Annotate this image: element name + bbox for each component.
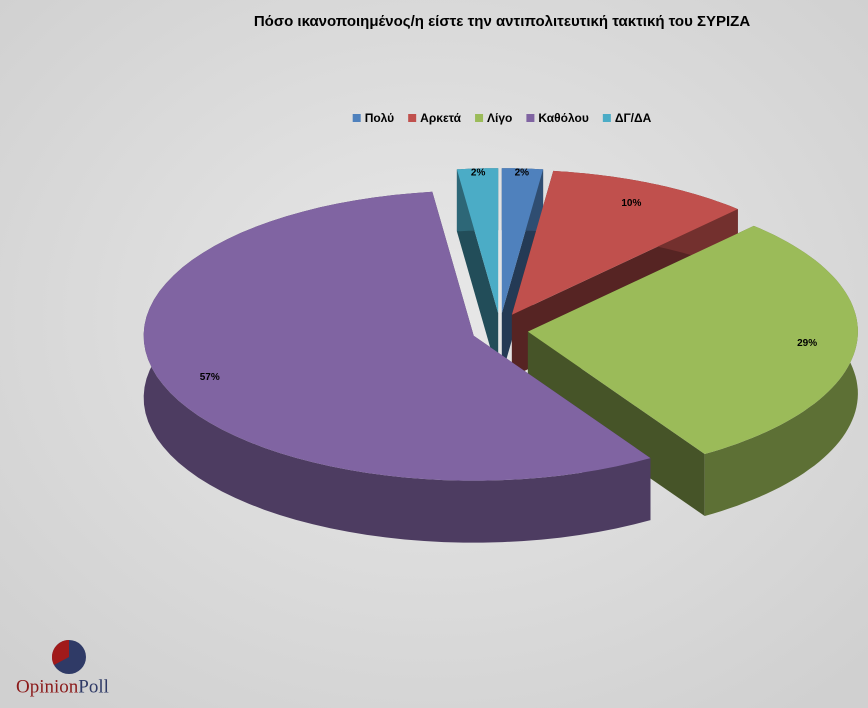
- legend-label: ΔΓ/ΔΑ: [615, 111, 652, 125]
- legend-swatch: [408, 114, 417, 122]
- logo-wedge: [51, 640, 69, 665]
- legend-label: Πολύ: [365, 111, 394, 125]
- data-label: 10%: [621, 198, 641, 209]
- legend-label: Καθόλου: [538, 111, 588, 125]
- legend-label: Αρκετά: [420, 111, 461, 125]
- slice: [456, 168, 499, 314]
- data-label: 2%: [471, 168, 486, 179]
- slice: [511, 170, 738, 315]
- legend-swatch: [526, 114, 535, 122]
- logo: Opinion Poll: [16, 640, 109, 697]
- data-label: 57%: [200, 372, 220, 383]
- data-label: 2%: [515, 168, 530, 179]
- legend-label: Λίγο: [487, 111, 512, 125]
- logo-text: Opinion: [16, 676, 79, 697]
- chart-title: Πόσο ικανοποιημένος/η είστε την αντιπολι…: [254, 13, 750, 30]
- slice: [527, 225, 858, 454]
- legend-swatch: [475, 114, 484, 122]
- slice: [143, 191, 651, 481]
- legend-swatch: [602, 114, 611, 122]
- data-label: 29%: [797, 338, 817, 349]
- logo-text: Poll: [78, 676, 109, 697]
- slice-cut-face: [527, 331, 705, 516]
- legend-swatch: [352, 114, 361, 122]
- slice: [501, 168, 544, 314]
